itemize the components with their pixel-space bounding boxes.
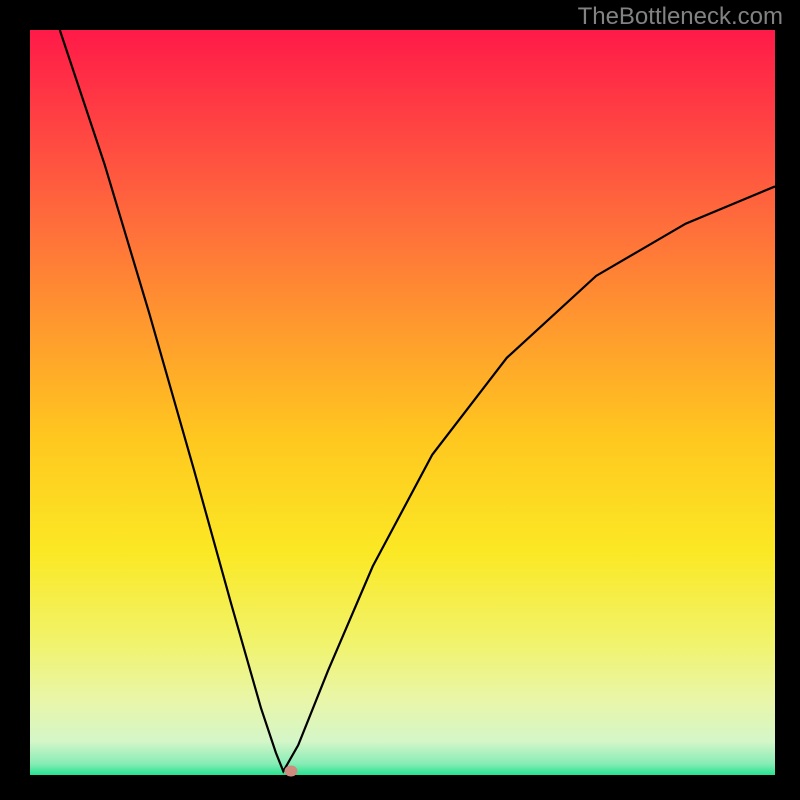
curve-path bbox=[60, 30, 775, 771]
chart-canvas: TheBottleneck.com bbox=[0, 0, 800, 800]
bottleneck-curve bbox=[0, 0, 800, 800]
watermark-text: TheBottleneck.com bbox=[578, 3, 783, 31]
bottleneck-point-marker bbox=[284, 766, 297, 777]
